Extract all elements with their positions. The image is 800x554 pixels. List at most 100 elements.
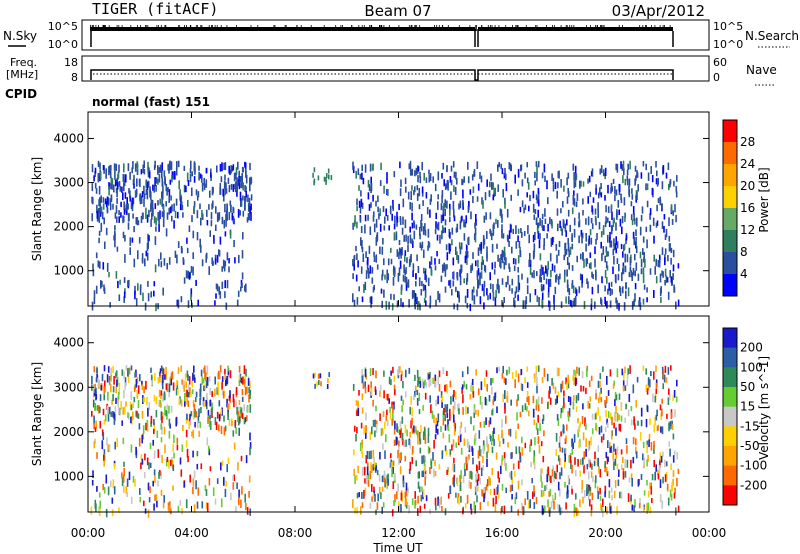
range-cell — [246, 386, 248, 394]
range-cell — [412, 445, 414, 454]
range-cell — [118, 216, 120, 223]
range-cell — [367, 473, 370, 480]
colorbar-segment — [723, 446, 737, 467]
range-cell — [606, 418, 608, 425]
range-cell — [573, 395, 575, 401]
freq-label-line1: Freq. — [10, 56, 37, 69]
range-cell — [398, 440, 400, 447]
range-cell — [517, 509, 519, 516]
range-cell — [659, 273, 662, 283]
range-cell — [528, 205, 530, 212]
range-cell — [461, 371, 464, 378]
range-cell — [201, 376, 204, 385]
range-cell — [622, 456, 624, 464]
range-cell — [535, 496, 538, 505]
range-cell — [193, 374, 196, 380]
range-cell — [480, 381, 483, 391]
range-cell — [564, 223, 567, 232]
range-cell — [118, 210, 120, 216]
range-cell — [486, 288, 488, 296]
range-cell — [122, 474, 125, 483]
range-cell — [605, 410, 607, 418]
range-cell — [653, 445, 655, 454]
range-cell — [355, 245, 357, 252]
range-cell — [649, 268, 652, 275]
range-cell — [384, 274, 386, 280]
range-cell — [670, 463, 672, 471]
range-cell — [610, 430, 613, 440]
range-cell — [392, 481, 395, 489]
power-colorbar-label: Power [dB] — [757, 167, 771, 232]
range-cell — [640, 419, 643, 427]
range-cell — [400, 179, 402, 187]
range-cell — [161, 426, 163, 435]
range-cell — [528, 410, 530, 417]
range-cell — [504, 167, 506, 176]
range-cell — [482, 440, 485, 448]
range-cell — [582, 181, 585, 187]
range-cell — [134, 372, 136, 378]
range-cell — [121, 369, 124, 376]
range-cell — [164, 406, 166, 416]
range-cell — [515, 370, 517, 378]
range-cell — [216, 478, 219, 485]
range-cell — [419, 439, 421, 445]
range-cell — [502, 365, 504, 374]
range-cell — [591, 223, 594, 230]
range-cell — [102, 385, 105, 395]
range-cell — [665, 377, 668, 384]
range-cell — [181, 444, 184, 452]
range-cell — [122, 192, 124, 201]
range-cell — [582, 252, 584, 260]
range-cell — [438, 384, 441, 392]
range-cell — [396, 437, 399, 445]
range-cell — [437, 376, 440, 385]
range-cell — [393, 429, 396, 435]
colorbar-segment — [723, 164, 737, 187]
range-cell — [229, 231, 232, 239]
range-cell — [497, 184, 499, 192]
range-cell — [406, 429, 408, 437]
range-cell — [477, 247, 480, 256]
range-cell — [564, 269, 566, 276]
range-cell — [449, 176, 452, 183]
range-cell — [90, 506, 93, 515]
range-cell — [402, 274, 405, 282]
range-cell — [383, 370, 385, 377]
range-cell — [205, 502, 208, 509]
range-cell — [248, 197, 251, 206]
range-cell — [505, 378, 507, 385]
range-cell — [465, 456, 467, 465]
range-cell — [361, 164, 363, 172]
range-cell — [353, 254, 356, 261]
range-cell — [444, 227, 446, 233]
range-cell — [419, 376, 421, 383]
range-cell — [224, 291, 226, 299]
range-cell — [113, 163, 116, 171]
range-cell — [557, 276, 560, 285]
range-cell — [632, 231, 635, 239]
range-cell — [453, 428, 456, 436]
range-cell — [618, 183, 621, 191]
range-cell — [233, 398, 235, 408]
range-cell — [508, 266, 511, 272]
range-cell — [600, 436, 603, 443]
range-cell — [131, 204, 134, 212]
range-cell — [517, 255, 520, 264]
range-cell — [547, 499, 549, 507]
range-cell — [95, 285, 98, 294]
range-cell — [176, 299, 179, 307]
range-cell — [434, 460, 436, 467]
range-cell — [596, 457, 599, 466]
range-cell — [422, 200, 424, 206]
range-cell — [582, 198, 584, 205]
range-cell — [667, 162, 670, 171]
range-cell — [109, 203, 112, 211]
range-cell — [584, 417, 586, 427]
range-cell — [638, 503, 641, 509]
x-axis: 00:00 04:00 08:00 12:00 16:00 20:00 00:00 — [71, 112, 726, 540]
range-cell — [424, 473, 427, 480]
range-cell — [485, 417, 487, 425]
range-cell — [501, 429, 503, 439]
range-cell — [571, 265, 574, 271]
